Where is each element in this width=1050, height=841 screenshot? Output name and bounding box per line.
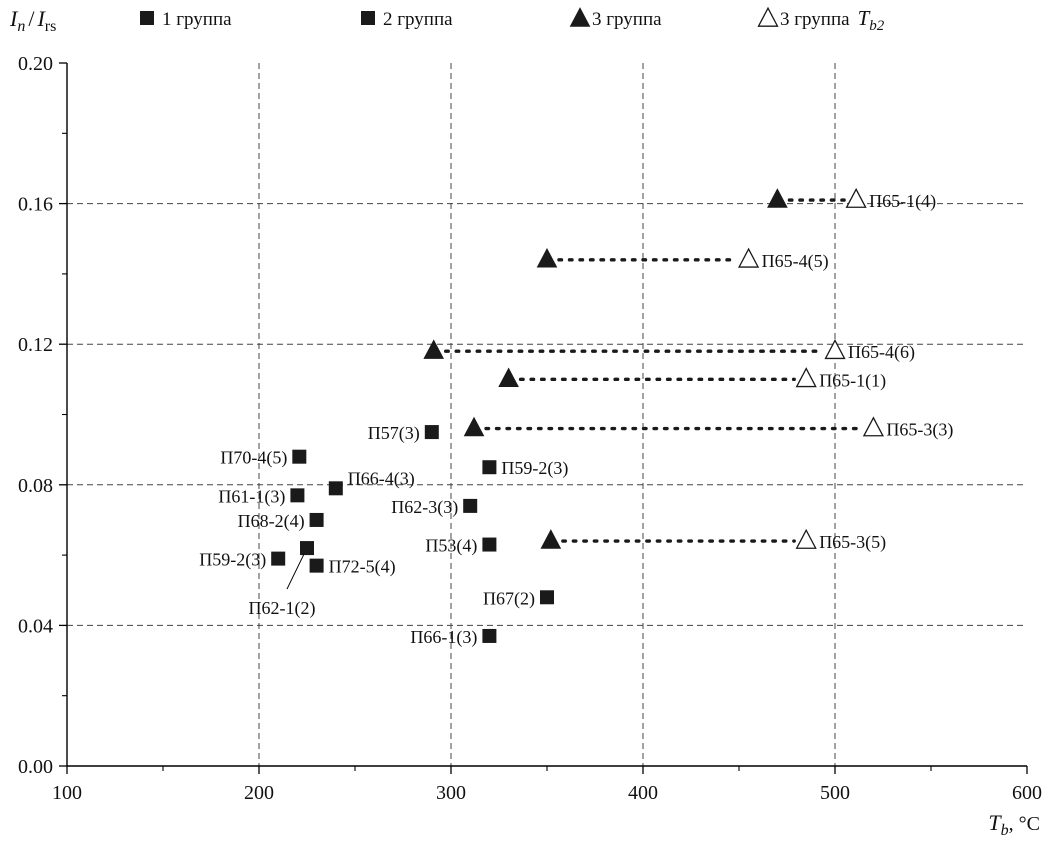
legend: 1 группа 2 группа 3 группа 3 группа Tb2	[140, 6, 885, 34]
filled-triangle-point	[498, 367, 519, 388]
x-tick-label: 600	[1012, 782, 1042, 804]
legend-label: 3 группа Tb2	[780, 6, 885, 34]
square-point	[482, 537, 497, 552]
square-point	[540, 590, 554, 605]
triangle-label: П65-3(5)	[819, 532, 886, 553]
point-label: П62-3(3)	[391, 497, 458, 518]
square-point	[290, 488, 305, 503]
x-tick-label: 400	[628, 782, 658, 804]
point-label: П72-5(4)	[329, 557, 396, 578]
x-axis-title: Tb, °C	[988, 810, 1040, 839]
triangle-label: П65-3(3)	[886, 420, 953, 441]
x-tick-label: 200	[244, 782, 274, 804]
filled-triangle-point	[540, 529, 562, 549]
point-label: П59-2(3)	[199, 550, 266, 571]
y-axis-title: In / Irs	[9, 6, 56, 35]
filled-triangle-point	[463, 416, 485, 437]
legend-label: 3 группа	[592, 9, 662, 30]
y-tick-label: 0.16	[18, 194, 53, 216]
axes	[59, 62, 1028, 774]
legend-square-marker	[361, 11, 375, 25]
point-label: П59-2(3)	[501, 458, 568, 479]
y-title-sep: /	[28, 6, 35, 31]
square-point	[300, 541, 314, 556]
y-title-main2: I	[36, 6, 46, 31]
data-markers	[271, 187, 884, 643]
filled-triangle-point	[423, 339, 445, 359]
open-triangle-point	[795, 528, 817, 549]
y-title-sub: n	[17, 18, 25, 35]
legend-label: 2 группа	[383, 9, 453, 30]
tick-labels: 100 200 300 400 500 600 0.00 0.04 0.08 0.12 0.16 0.…	[18, 53, 1042, 804]
y-title-sub2: rs	[45, 18, 57, 35]
open-triangle-point	[862, 416, 884, 437]
point-label: П61-1(3)	[218, 486, 285, 507]
grid-lines	[67, 63, 1027, 766]
y-tick-label: 0.04	[18, 615, 53, 637]
point-label: П66-1(3)	[410, 627, 477, 648]
open-triangle-point	[795, 367, 817, 388]
legend-triangle-marker	[569, 7, 591, 27]
y-title-main: I	[9, 6, 19, 31]
x-title-main: T	[988, 810, 1002, 835]
x-tick-label: 100	[52, 782, 82, 804]
y-tick-label: 0.00	[18, 756, 53, 778]
filled-triangle-point	[536, 247, 558, 268]
square-point	[271, 551, 286, 566]
square-point	[309, 558, 324, 573]
x-title-unit: , °C	[1009, 813, 1040, 835]
triangle-label: П65-4(5)	[762, 251, 829, 272]
legend-square-marker	[140, 11, 154, 25]
open-triangle-point	[824, 339, 846, 360]
square-point	[463, 498, 478, 513]
legend-label-sub: b2	[869, 18, 885, 34]
point-label: П62-1(2)	[249, 598, 316, 619]
connector-lines	[444, 198, 864, 543]
square-point	[328, 481, 343, 496]
point-label: П70-4(5)	[220, 448, 287, 469]
point-label: П57(3)	[368, 423, 420, 444]
open-triangle-point	[845, 187, 867, 208]
y-tick-label: 0.20	[18, 53, 53, 75]
point-labels: П70-4(5) П61-1(3) П66-4(3) П68-2(4) П59-2(3)…	[199, 191, 953, 648]
square-point	[292, 449, 307, 464]
square-point	[424, 425, 439, 440]
y-tick-label: 0.12	[18, 334, 53, 356]
legend-label: 1 группа	[162, 9, 232, 30]
square-point	[482, 460, 497, 475]
square-point	[482, 628, 497, 643]
open-triangle-point	[738, 247, 760, 268]
legend-triangle-marker	[757, 6, 779, 27]
triangle-label: П65-1(1)	[819, 370, 886, 391]
leader-line	[286, 553, 305, 590]
point-label: П67(2)	[483, 588, 535, 609]
point-label: П68-2(4)	[238, 511, 305, 532]
y-tick-label: 0.08	[18, 475, 53, 497]
square-point	[309, 512, 324, 527]
triangle-label: П65-1(4)	[869, 191, 936, 212]
x-tick-label: 500	[820, 782, 850, 804]
legend-label-var: T	[858, 6, 871, 30]
x-title-sub: b	[1001, 822, 1009, 839]
point-label: П66-4(3)	[348, 468, 415, 489]
filled-triangle-point	[767, 188, 788, 208]
triangle-label: П65-4(6)	[848, 342, 915, 363]
x-tick-label: 300	[436, 782, 466, 804]
point-label: П53(4)	[425, 536, 477, 557]
